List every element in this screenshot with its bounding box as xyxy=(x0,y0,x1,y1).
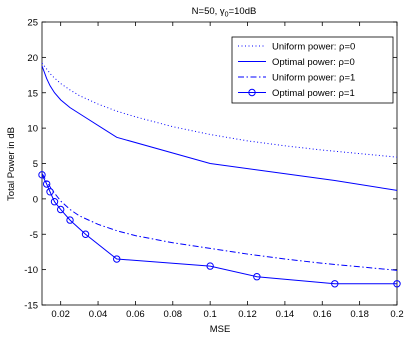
x-axis-label: MSE xyxy=(210,324,231,335)
data-point-marker xyxy=(331,280,339,288)
x-tick-label: 0.02 xyxy=(51,309,70,320)
data-point-marker xyxy=(50,198,59,206)
legend-label: Optimal power: ρ=0 xyxy=(272,57,355,68)
legend: Uniform power: ρ=0 Optimal power: ρ=0 Unif… xyxy=(231,36,394,104)
legend-marker xyxy=(248,88,256,97)
chart-title-subscript: 0 xyxy=(225,12,229,19)
chart-title-tail: =10dB xyxy=(229,6,257,17)
y-tick-label: 20 xyxy=(27,53,38,64)
data-point-marker xyxy=(56,205,65,214)
y-tick-label: 10 xyxy=(27,124,38,135)
series-line-2 xyxy=(41,65,398,191)
data-point-marker xyxy=(38,171,46,179)
x-tick-label: 0.2 xyxy=(390,309,403,320)
x-tick-label: 0.1 xyxy=(204,309,217,320)
y-tick-label: -10 xyxy=(24,265,38,276)
y-tick-label: 15 xyxy=(27,88,38,99)
series-lines xyxy=(38,62,401,288)
x-tick-label: 0.18 xyxy=(350,309,369,320)
data-point-marker xyxy=(81,230,90,238)
legend-label: Optimal power: ρ=1 xyxy=(272,88,355,99)
chart-title: N=50, γ0=10dB xyxy=(192,6,257,19)
data-point-marker xyxy=(113,255,121,263)
y-tick-label: -5 xyxy=(30,230,38,241)
y-tick-label: 0 xyxy=(33,194,38,205)
x-tick-label: 0.08 xyxy=(164,309,183,320)
series-line-1 xyxy=(41,62,398,158)
x-tick-label: 0.12 xyxy=(238,309,257,320)
legend-label: Uniform power: ρ=0 xyxy=(272,42,355,53)
data-point-marker xyxy=(66,216,74,224)
y-tick-label: 5 xyxy=(33,159,38,170)
data-point-marker xyxy=(253,273,261,281)
data-point-marker xyxy=(46,188,54,196)
y-axis: -15 -10 -5 0 5 10 15 20 25 xyxy=(24,18,397,312)
data-point-marker xyxy=(42,180,51,188)
y-tick-label: 25 xyxy=(27,18,38,29)
series-line-3 xyxy=(41,173,398,271)
x-axis: 0.02 0.04 0.06 0.08 0.1 0.12 0.14 0.16 0.18 0.2 xyxy=(51,22,404,320)
legend-label: Uniform power: ρ=1 xyxy=(272,73,355,84)
x-tick-label: 0.14 xyxy=(276,309,295,320)
data-point-marker xyxy=(393,280,401,288)
x-tick-label: 0.04 xyxy=(89,309,108,320)
y-tick-label: -15 xyxy=(24,301,38,312)
data-point-marker xyxy=(206,262,214,270)
series-line-4 xyxy=(41,174,397,285)
y-axis-label: Total Power in dB xyxy=(6,127,17,201)
x-tick-label: 0.06 xyxy=(126,309,145,320)
x-tick-label: 0.16 xyxy=(313,309,332,320)
